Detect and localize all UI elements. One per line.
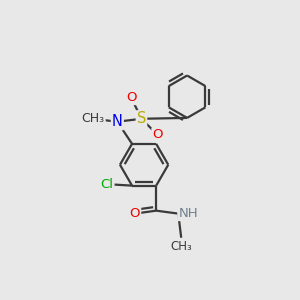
Text: NH: NH bbox=[178, 207, 198, 220]
Text: O: O bbox=[126, 91, 136, 104]
Text: Cl: Cl bbox=[100, 178, 113, 191]
Text: O: O bbox=[130, 207, 140, 220]
Text: S: S bbox=[137, 111, 146, 126]
Text: CH₃: CH₃ bbox=[82, 112, 105, 125]
Text: CH₃: CH₃ bbox=[170, 240, 192, 253]
Text: N: N bbox=[112, 114, 123, 129]
Text: O: O bbox=[152, 128, 163, 142]
